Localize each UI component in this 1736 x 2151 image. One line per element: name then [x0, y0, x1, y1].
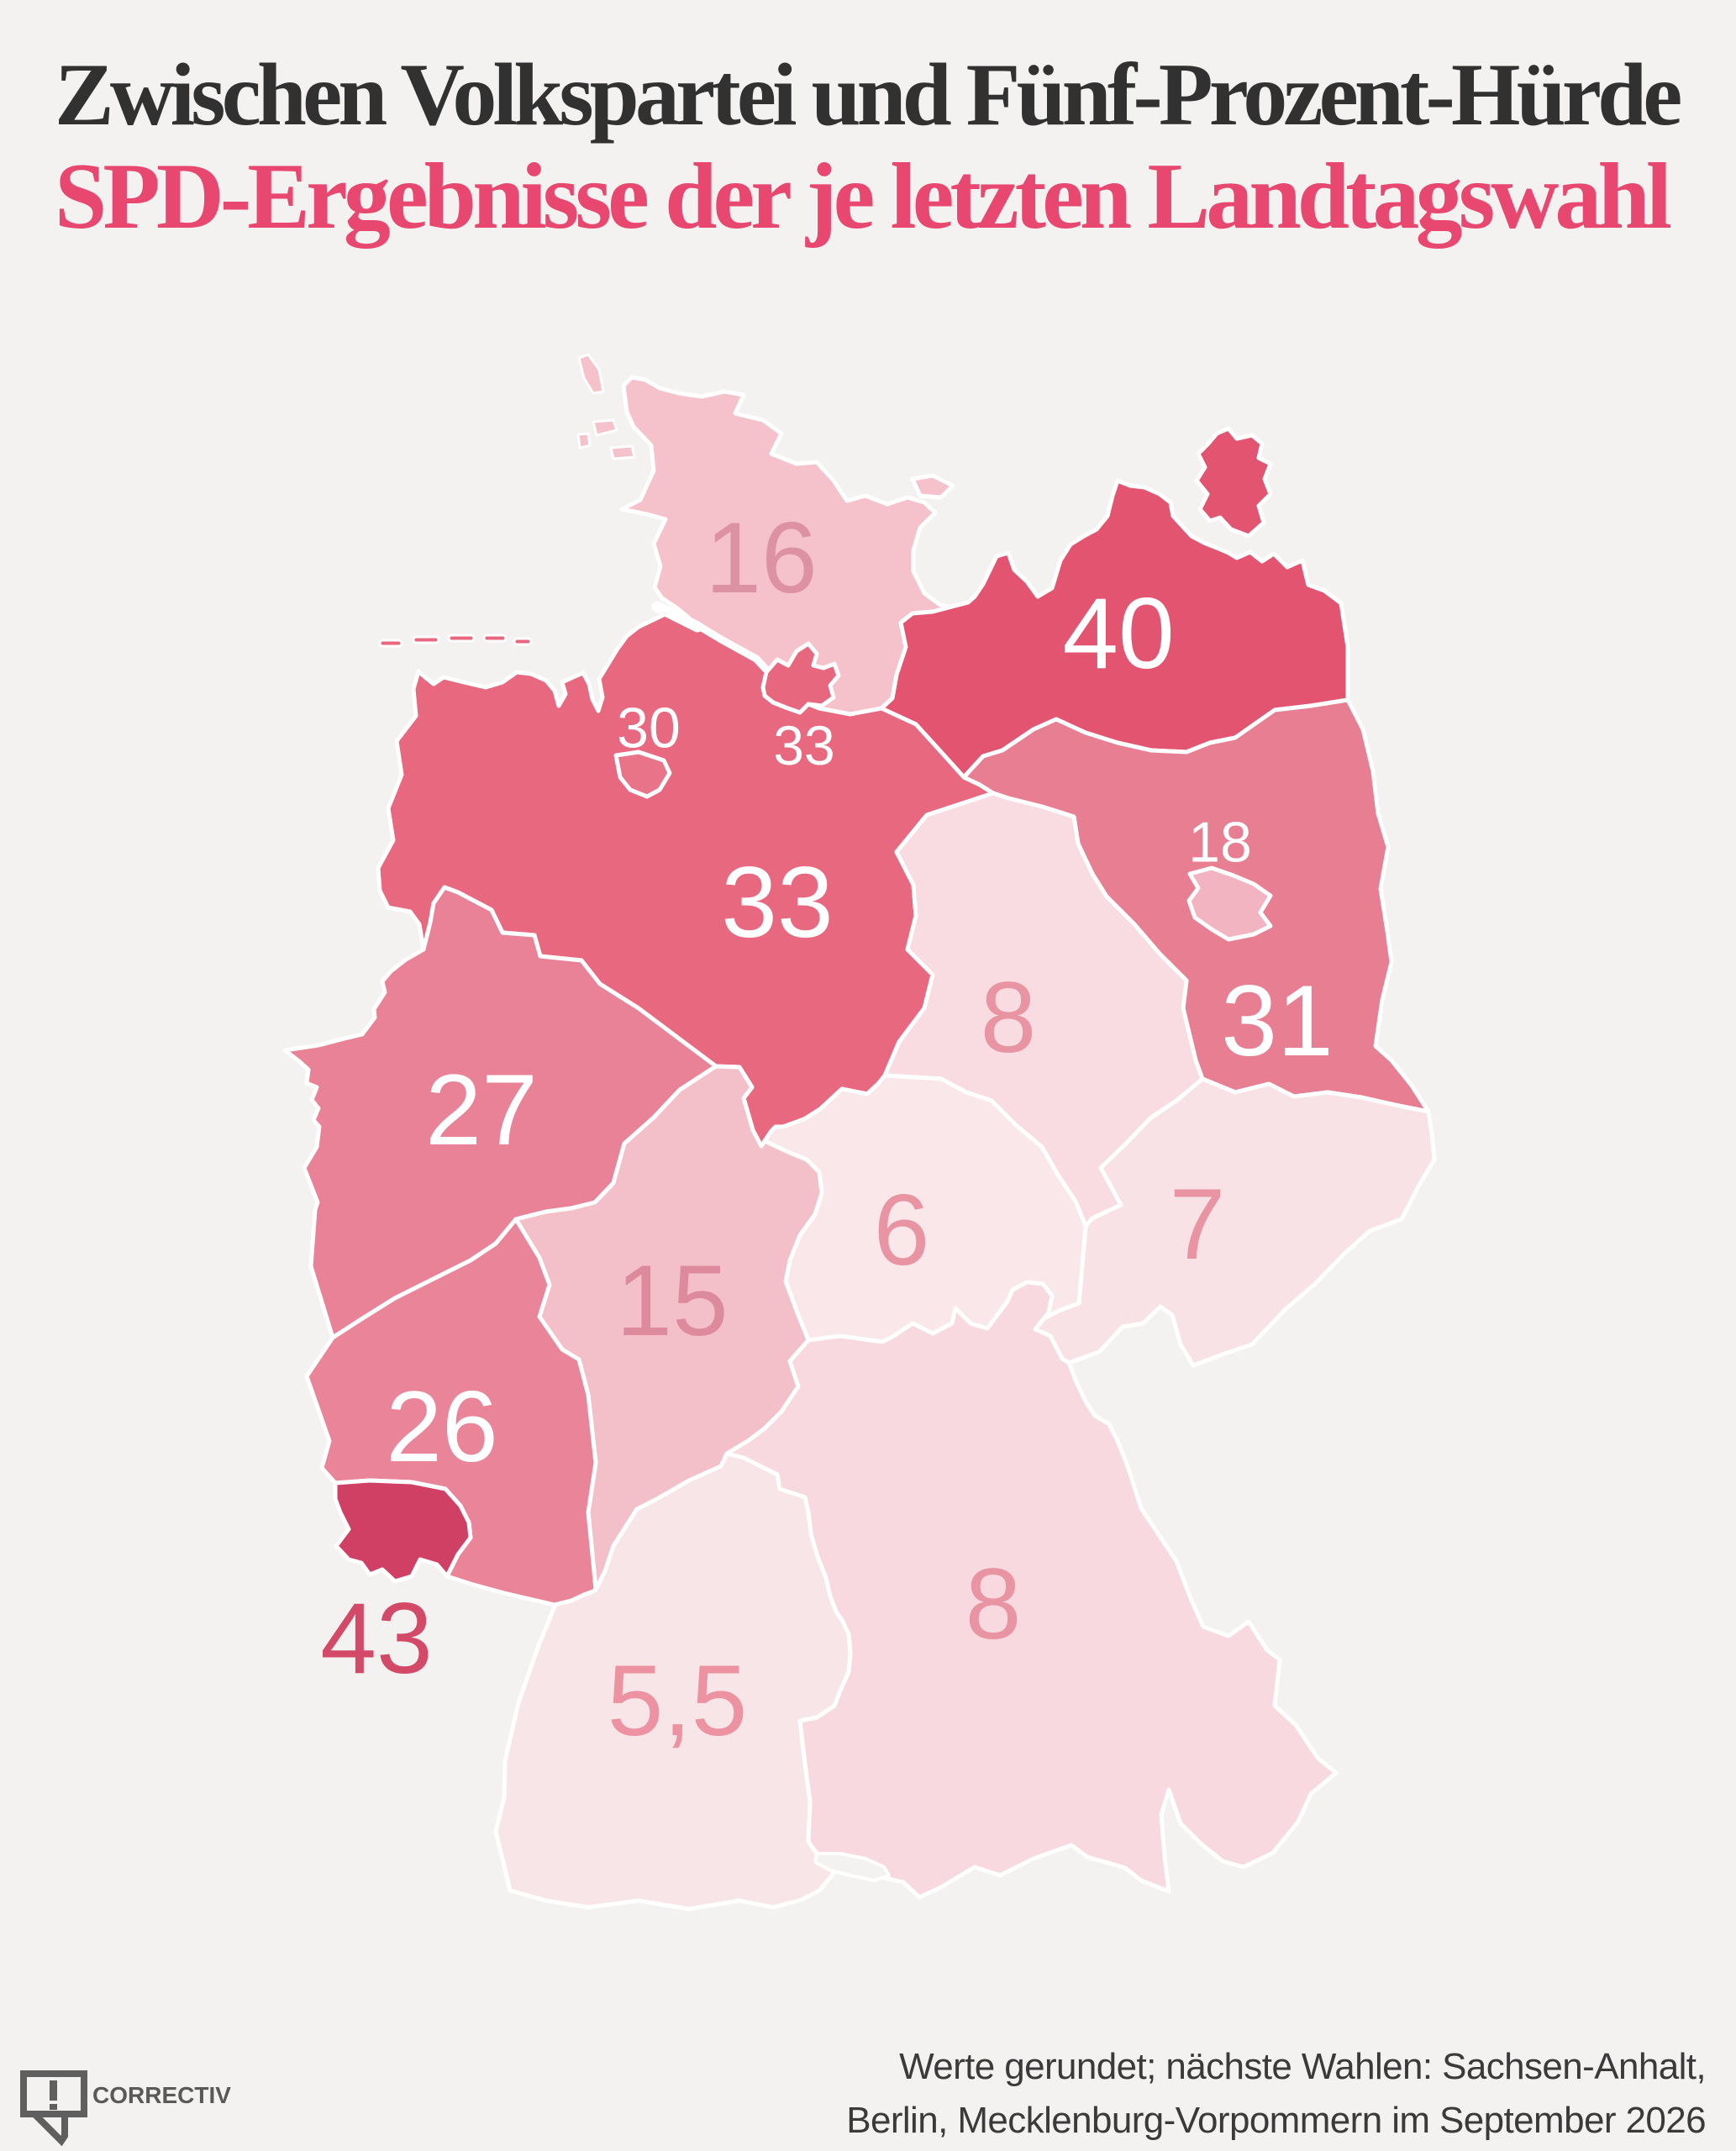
svg-text:15: 15: [616, 1244, 728, 1357]
svg-text:16: 16: [705, 502, 817, 614]
svg-text:5,5: 5,5: [608, 1644, 748, 1757]
svg-text:30: 30: [617, 696, 681, 760]
svg-text:40: 40: [1062, 577, 1174, 690]
svg-text:43: 43: [320, 1582, 432, 1695]
svg-text:8: 8: [981, 961, 1037, 1074]
svg-text:7: 7: [1170, 1168, 1226, 1281]
svg-text:27: 27: [425, 1054, 537, 1166]
svg-text:33: 33: [721, 846, 833, 959]
svg-text:33: 33: [773, 714, 834, 776]
svg-text:31: 31: [1221, 965, 1333, 1077]
svg-text:6: 6: [874, 1174, 930, 1286]
svg-text:18: 18: [1188, 810, 1252, 874]
svg-text:8: 8: [965, 1548, 1022, 1660]
svg-text:26: 26: [386, 1370, 497, 1483]
